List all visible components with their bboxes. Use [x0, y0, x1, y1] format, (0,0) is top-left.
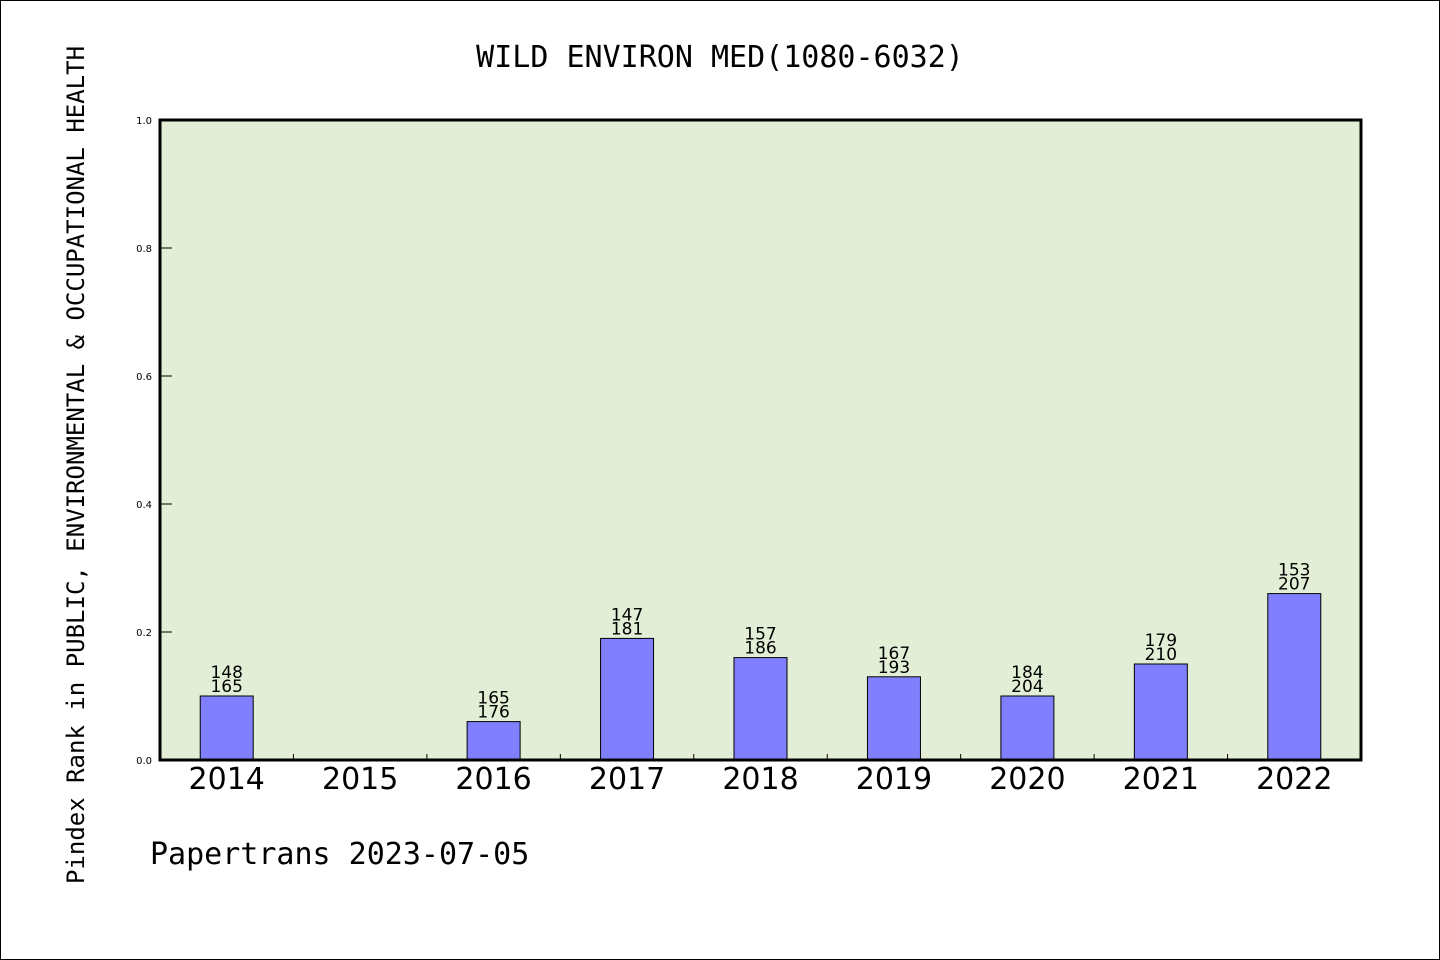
x-tick-label: 2017	[589, 762, 665, 797]
bar-label-top: 148	[210, 663, 242, 683]
bar-label-top: 167	[878, 644, 910, 664]
y-tick-label: 0.8	[136, 244, 152, 255]
bar-label-top: 165	[477, 689, 509, 709]
bar-label-top: 147	[611, 605, 643, 625]
bar-label-bottom: 165	[210, 677, 242, 697]
bar-label-bottom: 210	[1145, 645, 1177, 665]
x-tick-label: 2020	[989, 762, 1065, 797]
y-tick-label: 1.0	[136, 116, 152, 127]
x-tick-label: 2018	[722, 762, 798, 797]
y-tick-label: 0.4	[136, 500, 152, 511]
bar-2021	[1133, 663, 1188, 761]
bar-2014	[199, 695, 254, 761]
footer-credit: Papertrans 2023-07-05	[150, 837, 529, 872]
bar-2020	[1000, 695, 1055, 761]
x-tick-label: 2022	[1256, 762, 1332, 797]
x-tick-label: 2019	[856, 762, 932, 797]
bar-2019	[866, 676, 921, 761]
bar-label-top: 179	[1145, 631, 1177, 651]
bar-label-top: 157	[744, 625, 776, 645]
bar-2016	[466, 721, 521, 761]
bar-label-top: 184	[1011, 663, 1043, 683]
bar-label-top: 153	[1278, 561, 1310, 581]
x-tick-label: 2014	[189, 762, 265, 797]
bar-label-bottom: 207	[1278, 575, 1310, 595]
bar-label-bottom: 181	[611, 619, 643, 639]
y-tick-label: 0.0	[136, 756, 152, 767]
bar-label-bottom: 186	[744, 639, 776, 659]
bar-label-bottom: 193	[878, 658, 910, 678]
y-tick-label: 0.6	[136, 372, 152, 383]
x-tick-label: 2021	[1123, 762, 1199, 797]
y-axis-label: Pindex Rank in PUBLIC, ENVIRONMENTAL & O…	[62, 46, 90, 884]
bars	[199, 593, 1322, 761]
plot-area	[160, 120, 1361, 760]
plot-border	[158, 118, 1363, 762]
x-tick-label: 2015	[322, 762, 398, 797]
bar-2017	[600, 637, 655, 761]
bar-label-bottom: 204	[1011, 677, 1043, 697]
x-tick-label: 2016	[455, 762, 531, 797]
bar-2022	[1267, 593, 1322, 761]
x-tick-labels: 2014 2015 2016 2017 2018 2019 2020 2021 2022	[189, 762, 1333, 797]
bar-2018	[733, 657, 788, 761]
y-tick-labels: 0.0 0.2 0.4 0.6 0.8 1.0	[136, 116, 152, 767]
chart-title: WILD ENVIRON MED(1080-6032)	[476, 40, 964, 75]
bar-label-bottom: 176	[477, 703, 509, 723]
y-tick-label: 0.2	[136, 628, 152, 639]
